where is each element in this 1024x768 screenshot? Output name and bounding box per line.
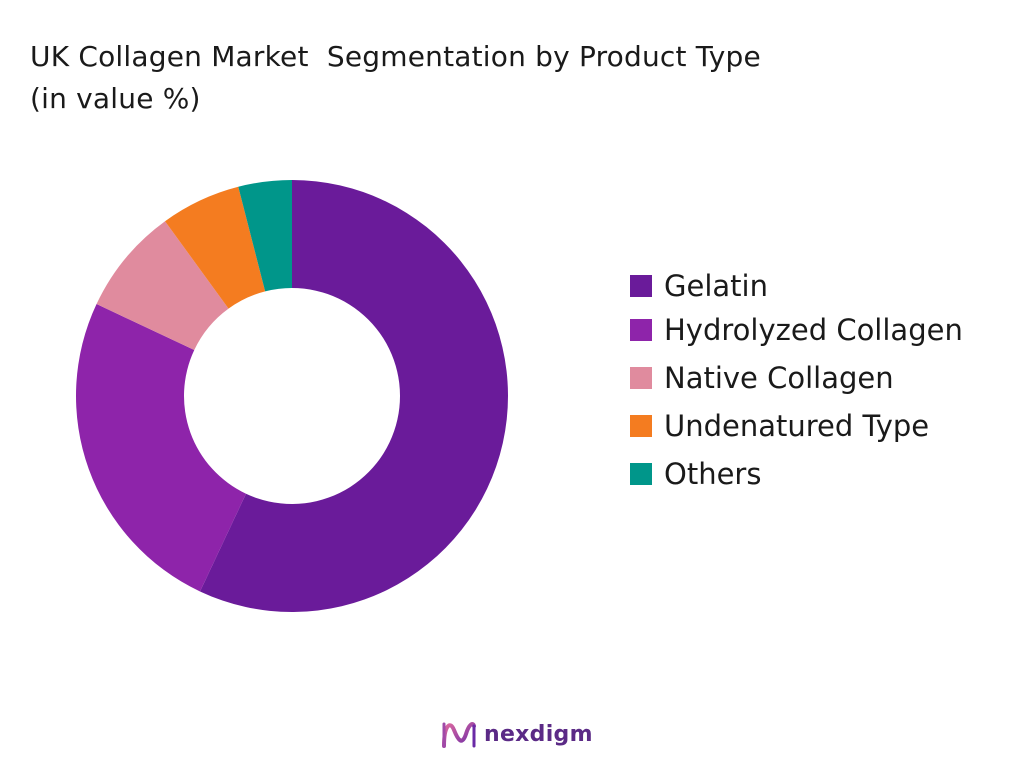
- legend-item-hydrolyzed-collagen: Hydrolyzed Collagen: [630, 306, 963, 354]
- legend-swatch-gelatin: [630, 275, 652, 297]
- donut-slice-undenatured-type: [165, 186, 266, 309]
- legend-item-undenatured-type: Undenatured Type: [630, 402, 963, 450]
- donut-slice-native-collagen: [96, 221, 229, 351]
- legend-swatch-others: [630, 463, 652, 485]
- donut-slice-hydrolyzed-collagen: [76, 304, 247, 592]
- legend-item-gelatin: Gelatin: [630, 262, 963, 310]
- donut-slice-gelatin: [200, 180, 509, 612]
- brand-logo: nexdigm: [440, 716, 593, 752]
- legend-swatch-native-collagen: [630, 367, 652, 389]
- legend-swatch-undenatured-type: [630, 415, 652, 437]
- legend-item-native-collagen: Native Collagen: [630, 354, 963, 402]
- brand-name: nexdigm: [484, 721, 593, 747]
- nexdigm-logo-icon: [442, 722, 476, 748]
- chart-legend: Gelatin Hydrolyzed Collagen Native Colla…: [630, 262, 963, 498]
- chart-title-line2: (in value %): [30, 82, 201, 115]
- legend-swatch-hydrolyzed-collagen: [630, 319, 652, 341]
- legend-label-others: Others: [664, 457, 762, 491]
- donut-slice-others: [238, 180, 292, 292]
- legend-item-others: Others: [630, 450, 963, 498]
- legend-label-undenatured-type: Undenatured Type: [664, 409, 930, 443]
- chart-title: UK Collagen Market Segmentation by Produ…: [30, 36, 761, 120]
- legend-label-gelatin: Gelatin: [664, 269, 768, 303]
- legend-label-native-collagen: Native Collagen: [664, 361, 894, 395]
- chart-title-line1: UK Collagen Market Segmentation by Produ…: [30, 40, 761, 73]
- legend-label-hydrolyzed-collagen: Hydrolyzed Collagen: [664, 313, 963, 347]
